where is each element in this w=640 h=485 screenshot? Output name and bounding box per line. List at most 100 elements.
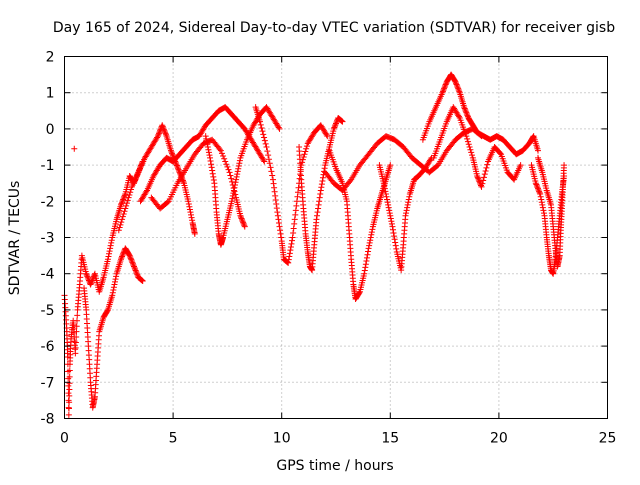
data-point [186, 203, 193, 210]
data-point [223, 161, 230, 168]
data-point [120, 210, 127, 217]
data-point [188, 214, 195, 221]
data-point [203, 138, 210, 145]
data-point [467, 146, 474, 153]
data-point [332, 121, 339, 128]
data-point [83, 270, 90, 277]
data-point [261, 158, 268, 165]
y-tick-label: -1 [41, 158, 55, 174]
data-point [205, 149, 212, 156]
data-point [384, 196, 391, 203]
data-point [187, 209, 194, 216]
data-point [362, 261, 369, 268]
data-point [118, 219, 125, 226]
data-point [208, 161, 215, 168]
data-point [406, 193, 413, 200]
data-point [264, 148, 271, 155]
data-point [106, 250, 113, 257]
data-point [237, 212, 244, 219]
data-point [233, 176, 240, 183]
data-point [161, 129, 168, 136]
data-point [161, 127, 168, 134]
data-point [386, 210, 393, 217]
y-axis-label: SDTVAR / TECUs [7, 181, 23, 296]
data-point [131, 264, 138, 271]
x-tick-labels: 0 5 10 15 20 25 [60, 431, 616, 447]
data-point [66, 399, 73, 406]
data-point [110, 284, 117, 291]
data-point [455, 113, 462, 120]
data-point [367, 237, 374, 244]
data-point [66, 392, 73, 399]
data-point [122, 205, 129, 212]
data-point [275, 124, 282, 131]
grid-layer [64, 56, 608, 419]
data-point [287, 244, 294, 251]
data-point [123, 202, 130, 209]
data-point [126, 252, 133, 259]
data-point [104, 307, 111, 314]
data-point [480, 177, 487, 184]
data-point [133, 268, 140, 275]
data-point [535, 186, 542, 193]
data-point [109, 289, 116, 296]
data-point [91, 272, 98, 279]
data-point [465, 141, 472, 148]
data-point [107, 245, 114, 252]
data-point [89, 276, 96, 283]
data-point [72, 344, 79, 351]
y-tick-label: -3 [41, 231, 55, 247]
data-point [390, 229, 397, 236]
data-point [469, 152, 476, 159]
data-point [270, 176, 277, 183]
data-point [262, 140, 269, 147]
data-point [174, 163, 181, 170]
data-point [285, 259, 292, 266]
data-point [463, 109, 470, 116]
data-point [84, 274, 91, 281]
data-point [232, 182, 239, 189]
data-point [130, 262, 137, 269]
data-point [176, 167, 183, 174]
x-axis-label: GPS time / hours [276, 458, 393, 474]
data-point [233, 173, 240, 180]
data-point [383, 193, 390, 200]
data-point [534, 147, 541, 154]
data-point [218, 150, 225, 157]
data-point [154, 133, 161, 140]
data-point [229, 192, 236, 199]
data-point [131, 263, 138, 270]
data-point [257, 121, 264, 128]
data-point [121, 193, 128, 200]
data-point [440, 86, 447, 93]
data-point [258, 124, 265, 131]
data-point [276, 125, 283, 132]
data-point [278, 234, 285, 241]
data-point [168, 148, 175, 155]
data-point [159, 122, 166, 129]
data-point [236, 157, 243, 164]
data-point [291, 220, 298, 227]
data-point [330, 125, 337, 132]
data-point [204, 144, 211, 150]
data-point [365, 248, 372, 255]
data-point [537, 191, 544, 198]
data-point [222, 158, 229, 165]
data-point [224, 163, 231, 170]
data-point [126, 191, 133, 198]
data-point [83, 272, 90, 279]
y-tick-label: -8 [41, 412, 55, 428]
data-point [319, 174, 326, 181]
data-point [366, 239, 373, 246]
data-point [268, 168, 275, 175]
data-point [365, 245, 372, 252]
data-point [382, 191, 389, 198]
data-point [118, 254, 125, 261]
data-point [119, 252, 126, 259]
ticks-layer [64, 56, 608, 419]
data-point [265, 152, 272, 159]
data-point [289, 237, 296, 244]
data-point [391, 236, 398, 243]
data-point [534, 184, 541, 191]
data-point [209, 167, 216, 174]
